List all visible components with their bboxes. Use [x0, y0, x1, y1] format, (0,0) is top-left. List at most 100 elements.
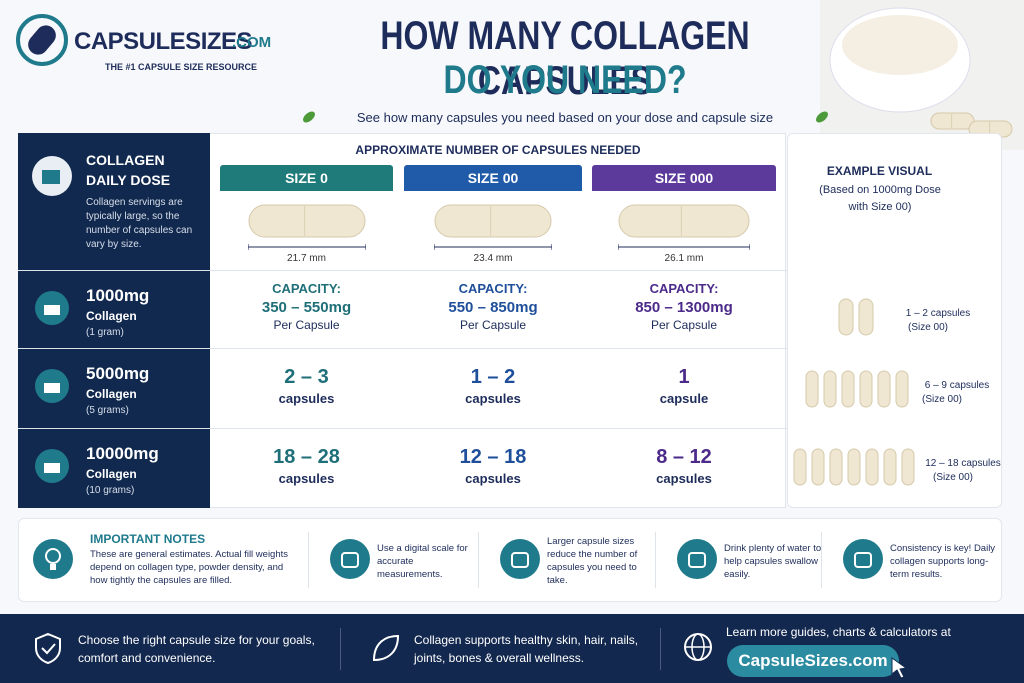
divider [340, 628, 341, 670]
shape [816, 111, 828, 123]
subtitle: See how many capsules you need based on … [356, 110, 774, 125]
icon [330, 539, 370, 579]
shape [677, 539, 717, 579]
capsule-unit: capsules [465, 471, 521, 486]
shape [877, 370, 891, 408]
title: HOW MANY COLLAGEN CAPSULES [380, 14, 750, 103]
shape [303, 111, 315, 123]
shape [248, 204, 365, 238]
shape [41, 643, 56, 655]
shape [805, 370, 819, 408]
divider [821, 532, 822, 588]
shape [35, 449, 69, 483]
capsule-upright [895, 370, 909, 408]
shape [823, 370, 837, 408]
shape [247, 244, 366, 250]
tip: Larger capsule sizes reduce the number o… [547, 536, 638, 586]
icon [35, 369, 69, 403]
divider [478, 532, 479, 588]
footer-text: Collagen supports healthy skin, hair, na… [414, 633, 639, 665]
notes-text: These are general estimates. Actual fill… [90, 549, 289, 586]
amount: (10 grams) [86, 485, 135, 496]
shape [341, 552, 359, 568]
capsule-upright [823, 370, 837, 408]
shape [434, 244, 552, 250]
capsule-count: 12 – 18 [459, 446, 527, 468]
shape [841, 370, 855, 408]
shape [858, 298, 874, 336]
capsule-upright [847, 448, 861, 486]
example-size: (Size 00) [907, 322, 948, 333]
shape [44, 383, 60, 393]
capsule-upright [793, 448, 807, 486]
shape [883, 448, 897, 486]
capsule-length: 21.7 mm [287, 253, 326, 264]
capsule-count: 2 – 3 [284, 366, 329, 388]
capsule-count: 1 – 2 [470, 366, 516, 388]
shape [891, 657, 908, 679]
leaf [302, 110, 316, 124]
globe-icon [683, 632, 713, 662]
shape [33, 539, 73, 579]
dose-description: Collagen servings are typically large, s… [86, 197, 193, 250]
capacity-label: CAPACITY: [458, 281, 528, 296]
row-divider [18, 270, 1002, 271]
dimension-line [434, 244, 552, 250]
shield-icon [34, 632, 62, 664]
example-subtitle: (Based on 1000mg Dose with Size 00) [819, 184, 941, 213]
shape [823, 370, 837, 408]
capsule [434, 204, 552, 238]
shape [930, 112, 975, 130]
capsule-upright [858, 298, 874, 336]
shape [511, 552, 529, 568]
dimension-line [618, 244, 750, 250]
amount: (5 grams) [86, 405, 129, 416]
per-capsule: Per Capsule [459, 318, 527, 332]
shape [820, 0, 1024, 150]
icon [33, 539, 73, 579]
per-capsule: Per Capsule [650, 318, 718, 332]
icon [843, 539, 883, 579]
shape [35, 632, 61, 664]
capacity-label: CAPACITY: [272, 281, 341, 296]
capsule-upright [838, 298, 854, 336]
capsule-upright [877, 370, 891, 408]
shape [33, 539, 73, 579]
substance: Collagen [86, 387, 137, 401]
capacity: 550 – 850mg [448, 299, 538, 316]
capsule-unit: capsules [465, 391, 521, 406]
shape [45, 548, 61, 564]
shape [372, 634, 400, 662]
capsule-upright [865, 448, 879, 486]
link-button[interactable]: CapsuleSizes.com [727, 645, 899, 677]
shape [854, 552, 872, 568]
row-divider [18, 428, 1002, 429]
capacity: 850 – 1300mg [635, 299, 733, 316]
capacity-label: CAPACITY: [649, 281, 719, 296]
tagline: THE #1 CAPSULE SIZE RESOURCE [104, 62, 258, 72]
brand: CAPSULESIZES [74, 28, 253, 55]
row-divider [18, 348, 1002, 349]
size-tab: SIZE 000 [592, 165, 776, 191]
shape [677, 539, 717, 579]
substance: Collagen [86, 467, 137, 481]
capsule-length: 23.4 mm [473, 253, 513, 264]
capsule [930, 112, 975, 130]
size-tab: SIZE 0 [220, 165, 393, 191]
divider [308, 532, 309, 588]
shape [838, 298, 854, 336]
capsule-upright [811, 448, 825, 486]
shape [248, 204, 365, 238]
shape [847, 448, 861, 486]
example-size: (Size 00) [921, 394, 962, 405]
shape [793, 448, 807, 486]
capsule-length: 26.1 mm [664, 253, 704, 264]
shape [684, 633, 712, 661]
substance: Collagen [86, 309, 137, 323]
tip: Consistency is key! Daily collagen suppo… [890, 543, 996, 580]
shape [434, 204, 552, 238]
shape [842, 15, 958, 75]
shape [841, 370, 855, 408]
shape [618, 204, 750, 238]
